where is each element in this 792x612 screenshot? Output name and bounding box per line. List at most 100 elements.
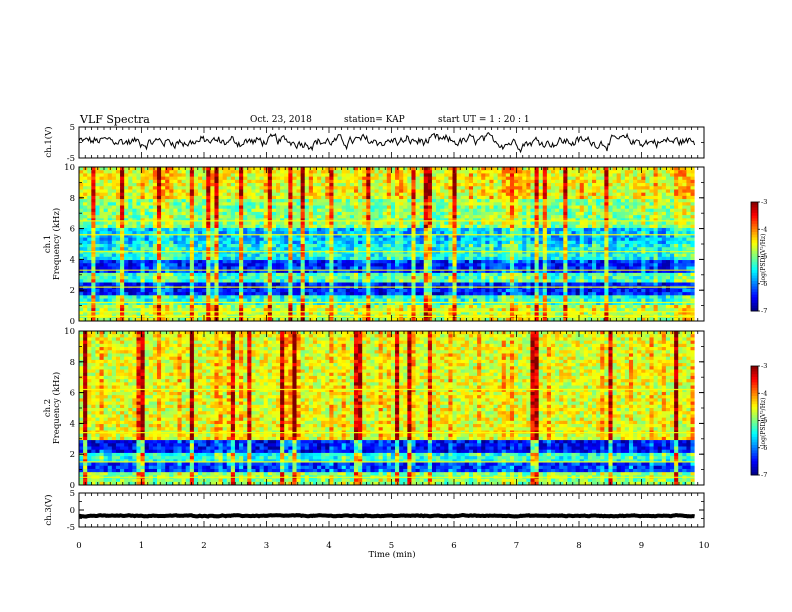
spectrogram-cell xyxy=(222,244,228,248)
spectrogram-cell xyxy=(234,227,240,232)
spectrogram-cell xyxy=(226,189,232,194)
spectrogram-cell xyxy=(140,183,146,187)
spectrogram-cell xyxy=(473,221,478,226)
spectrogram-cell xyxy=(177,173,182,178)
spectrogram-cell xyxy=(592,186,597,190)
spectrogram-cell xyxy=(358,247,363,251)
spectrogram-cell xyxy=(79,176,84,181)
spectrogram-cell xyxy=(312,202,318,206)
spectrogram-cell xyxy=(267,186,273,190)
spectrogram-cell xyxy=(255,176,260,181)
spectrogram-cell xyxy=(596,234,601,238)
spectrogram-cell xyxy=(448,186,453,190)
spectrogram-cell xyxy=(91,195,96,200)
spectrogram-cell xyxy=(358,186,363,190)
spectrogram-cell xyxy=(431,263,437,267)
spectrogram-cell xyxy=(193,224,199,229)
spectrogram-cell xyxy=(628,199,634,203)
spectrogram-cell xyxy=(579,224,585,229)
spectrogram-cell xyxy=(493,167,499,171)
spectrogram-cell xyxy=(624,167,630,171)
spectrogram-cell xyxy=(152,231,158,235)
spectrogram-cell xyxy=(325,170,330,174)
spectrogram-cell xyxy=(79,173,84,178)
spectrogram-cell xyxy=(103,179,109,184)
spectrogram-cell xyxy=(468,192,474,197)
spectrogram-cell xyxy=(522,211,527,216)
spectrogram-cell xyxy=(218,189,224,194)
spectrogram-cell xyxy=(341,170,347,174)
spectrogram-cell xyxy=(690,170,696,174)
spectrogram-cell xyxy=(124,247,129,251)
spectrogram-cell xyxy=(620,205,626,210)
spectrogram-cell xyxy=(91,237,96,242)
spectrogram-cell xyxy=(665,234,671,238)
spectrogram-cell xyxy=(505,202,511,206)
spectrogram-cell xyxy=(530,244,535,248)
spectrogram-cell xyxy=(165,260,170,264)
spectrogram-cell xyxy=(485,221,490,226)
spectrogram-cell xyxy=(501,192,507,197)
spectrogram-cell xyxy=(501,183,507,187)
spectrogram-cell xyxy=(415,237,421,242)
spectrogram-cell xyxy=(271,179,277,184)
spectrogram-cell xyxy=(538,195,544,200)
spectrogram-cell xyxy=(493,227,499,232)
spectrogram-cell xyxy=(79,234,84,238)
spectrogram-cell xyxy=(148,170,154,174)
spectrogram-cell xyxy=(575,170,581,174)
spectrogram-cell xyxy=(284,227,289,232)
spectrogram-cell xyxy=(284,208,289,213)
spectrogram-cell xyxy=(505,208,511,213)
spectrogram-cell xyxy=(161,218,166,222)
spectrogram-cell xyxy=(288,227,293,232)
spectrogram-cell xyxy=(353,183,359,187)
spectrogram-cell xyxy=(567,237,572,242)
spectrogram-cell xyxy=(198,176,203,181)
spectrogram-cell xyxy=(526,224,531,229)
spectrogram-cell xyxy=(312,227,318,232)
spectrogram-cell xyxy=(362,170,367,174)
spectrogram-cell xyxy=(587,176,593,181)
spectrogram-cell xyxy=(583,253,589,258)
spectrogram-cell xyxy=(633,221,638,226)
spectrogram-cell xyxy=(563,199,568,203)
spectrogram-cell xyxy=(259,215,265,219)
spectrogram-cell xyxy=(337,260,343,264)
spectrogram-cell xyxy=(91,189,96,194)
spectrogram-cell xyxy=(567,205,572,210)
spectrogram-cell xyxy=(189,218,195,222)
spectrogram-cell xyxy=(341,260,347,264)
spectrogram-cell xyxy=(91,186,96,190)
spectrogram-cell xyxy=(403,227,408,232)
spectrogram-cell xyxy=(87,195,92,200)
spectrogram-cell xyxy=(489,183,494,187)
spectrogram-cell xyxy=(452,199,457,203)
spectrogram-cell xyxy=(448,227,453,232)
spectrogram-cell xyxy=(386,269,392,274)
spectrogram-cell xyxy=(583,256,589,261)
spectrogram-cell xyxy=(600,263,605,267)
spectrogram-cell xyxy=(317,227,322,232)
spectrogram-cell xyxy=(509,170,515,174)
spectrogram-cell xyxy=(337,240,343,245)
spectrogram-cell xyxy=(87,244,92,248)
spectrogram-cell xyxy=(624,192,630,197)
spectrogram-cell xyxy=(239,256,244,261)
spectrogram-cell xyxy=(165,234,170,238)
spectrogram-cell xyxy=(567,260,572,264)
spectrogram-cell xyxy=(358,231,363,235)
spectrogram-cell xyxy=(682,202,687,206)
spectrogram-cell xyxy=(641,208,646,213)
spectrogram-cell xyxy=(514,266,519,271)
spectrogram-cell xyxy=(243,237,248,242)
spectrogram-cell xyxy=(288,170,293,174)
spectrogram-cell xyxy=(132,256,137,261)
spectrogram-cell xyxy=(415,234,421,238)
spectrogram-cell xyxy=(136,256,141,261)
spectrogram-cell xyxy=(296,224,302,229)
spectrogram-cell xyxy=(128,189,133,194)
spectrogram-cell xyxy=(489,215,494,219)
spectrogram-cell xyxy=(612,227,618,232)
spectrogram-cell xyxy=(292,208,297,213)
